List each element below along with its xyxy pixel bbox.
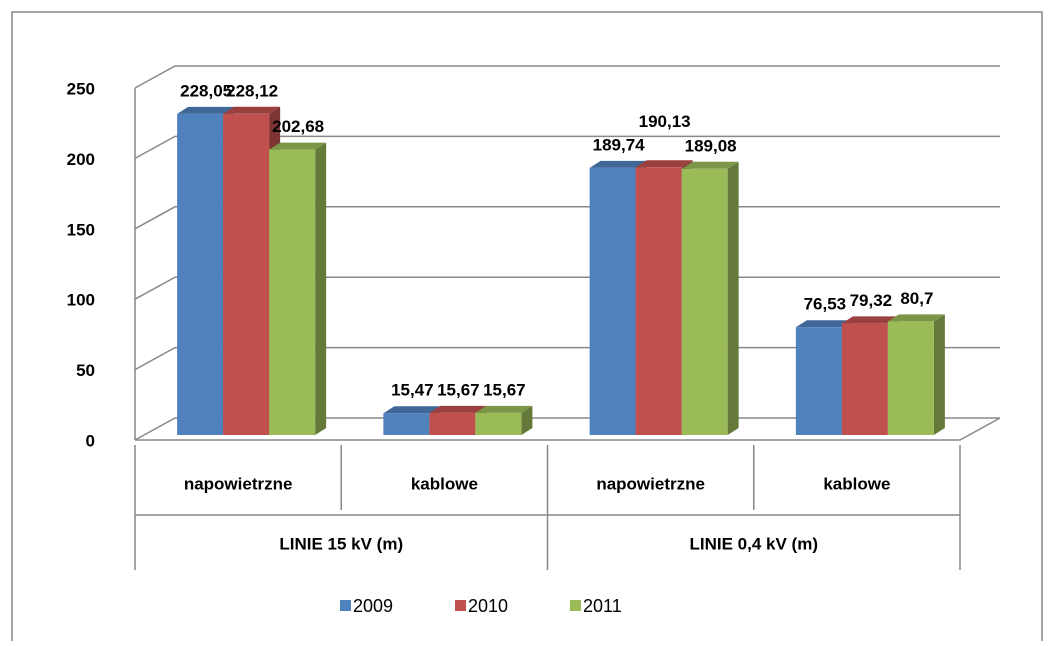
y-tick-label: 150	[67, 220, 95, 239]
bar-top	[429, 405, 487, 413]
legend-label: 2010	[468, 596, 508, 616]
bar-front	[589, 167, 636, 436]
bar-top	[887, 314, 945, 322]
bar-side	[933, 314, 945, 435]
bar-front	[177, 113, 224, 435]
value-label: 202,68	[272, 117, 324, 136]
x-tick-label: kablowe	[823, 474, 890, 493]
x-tick-label: kablowe	[411, 474, 478, 493]
legend-label: 2011	[583, 596, 622, 616]
bar-front	[681, 168, 728, 435]
y-tick-label: 250	[67, 79, 95, 98]
x-tick-label: napowietrzne	[184, 474, 293, 493]
bar-front	[475, 412, 522, 435]
value-label: 15,47	[391, 381, 434, 400]
bar-front	[887, 321, 934, 435]
legend-swatch	[340, 600, 351, 611]
grid-line	[134, 65, 1000, 89]
y-tick-label: 100	[67, 291, 95, 310]
x-tick-label: napowietrzne	[596, 474, 705, 493]
group-label: LINIE 0,4 kV (m)	[690, 534, 818, 553]
value-label: 76,53	[804, 295, 847, 314]
bar-front	[635, 167, 682, 435]
bar-top	[223, 106, 281, 114]
bar-side	[521, 405, 533, 435]
bar-top	[383, 406, 441, 414]
y-tick-label: 200	[67, 150, 95, 169]
bar-front	[841, 323, 888, 435]
bar-front	[223, 113, 270, 435]
bar-top	[589, 160, 647, 168]
bar-front	[795, 327, 842, 435]
bar-top	[269, 142, 327, 150]
bar-top	[841, 316, 899, 324]
value-label: 80,7	[900, 289, 933, 308]
value-label: 228,05	[180, 81, 232, 100]
value-label: 189,08	[685, 136, 737, 155]
value-label: 228,12	[226, 81, 278, 100]
bar	[887, 314, 945, 435]
bar-side	[727, 161, 739, 435]
legend-label: 2009	[353, 596, 393, 616]
bar-front	[383, 413, 430, 435]
bar	[475, 405, 533, 435]
grid-line	[134, 135, 1000, 160]
bar-top	[795, 320, 853, 328]
y-tick-label: 0	[86, 431, 95, 450]
value-label: 15,67	[437, 380, 480, 399]
value-label: 79,32	[850, 291, 893, 310]
y-tick-label: 50	[76, 361, 95, 380]
bar-front	[269, 149, 316, 435]
bar-side	[315, 142, 327, 435]
value-label: 190,13	[639, 112, 691, 131]
bar-top	[635, 160, 693, 168]
bar	[269, 142, 327, 435]
bar-top	[177, 106, 235, 114]
bar-top	[475, 405, 533, 413]
bar	[681, 161, 739, 435]
legend-swatch	[570, 600, 581, 611]
floor	[135, 417, 1001, 441]
value-label: 15,67	[483, 380, 526, 399]
legend-swatch	[455, 600, 466, 611]
group-label: LINIE 15 kV (m)	[279, 534, 403, 553]
bar-top	[681, 161, 739, 169]
value-label: 189,74	[593, 135, 646, 154]
bar-front	[429, 412, 476, 435]
